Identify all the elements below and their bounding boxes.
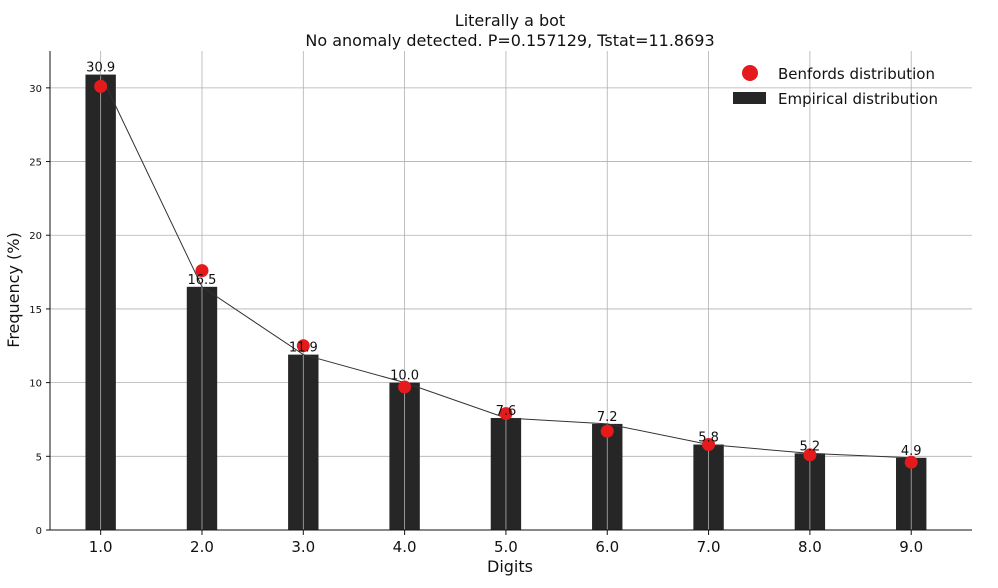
- x-tick-label: 7.0: [697, 538, 721, 556]
- x-tick-label: 5.0: [494, 538, 518, 556]
- y-tick-label: 0: [36, 526, 42, 537]
- x-ticks: 1.0 2.0 3.0 4.0 5.0 6.0 7.0 8.0 9.0: [89, 530, 923, 556]
- x-axis-label: Digits: [487, 557, 533, 576]
- benford-point: [94, 79, 108, 93]
- y-tick-label: 10: [29, 379, 42, 390]
- benford-point: [195, 264, 209, 278]
- bar-value-label: 7.6: [496, 404, 517, 419]
- bar-value-label: 11.9: [289, 341, 318, 356]
- x-tick-label: 2.0: [190, 538, 214, 556]
- y-ticks: 0 5 10 15 20 25 30: [29, 84, 50, 537]
- legend-benford-label: Benfords distribution: [778, 65, 935, 83]
- x-tick-label: 9.0: [899, 538, 923, 556]
- legend: Benfords distribution Empirical distribu…: [733, 65, 938, 108]
- y-axis-label: Frequency (%): [4, 232, 23, 347]
- bar-value-label: 5.8: [698, 431, 719, 446]
- legend-empirical-label: Empirical distribution: [778, 90, 938, 108]
- bar-labels: 30.9 16.5 11.9 10.0 7.6 7.2 5.8 5.2 4.9: [86, 61, 921, 459]
- x-tick-label: 6.0: [595, 538, 619, 556]
- chart-subtitle: No anomaly detected. P=0.157129, Tstat=1…: [305, 31, 714, 50]
- bar-value-label: 7.2: [597, 410, 618, 425]
- bar-value-label: 4.9: [901, 444, 922, 459]
- y-tick-label: 25: [29, 158, 42, 169]
- legend-benford-marker: [742, 65, 758, 81]
- x-tick-label: 3.0: [291, 538, 315, 556]
- benford-points: [94, 79, 918, 469]
- x-tick-label: 4.0: [393, 538, 417, 556]
- benford-point: [600, 424, 614, 438]
- y-tick-label: 20: [29, 231, 42, 242]
- benford-point: [499, 407, 513, 421]
- bar-value-label: 30.9: [86, 61, 115, 76]
- benford-point: [702, 438, 716, 452]
- vertical-grid: [100, 51, 912, 530]
- x-tick-label: 8.0: [798, 538, 822, 556]
- y-tick-label: 5: [36, 452, 42, 463]
- chart-title: Literally a bot: [455, 11, 565, 30]
- benford-point: [904, 455, 918, 469]
- y-tick-label: 15: [29, 305, 42, 316]
- bar-value-label: 10.0: [390, 369, 419, 384]
- x-tick-label: 1.0: [89, 538, 113, 556]
- bar-value-label: 16.5: [188, 273, 217, 288]
- bar-value-label: 5.2: [800, 439, 821, 454]
- benford-point: [398, 380, 412, 394]
- y-tick-label: 30: [29, 84, 42, 95]
- legend-empirical-marker: [733, 92, 766, 104]
- benford-point: [803, 448, 817, 462]
- benford-point: [296, 339, 310, 353]
